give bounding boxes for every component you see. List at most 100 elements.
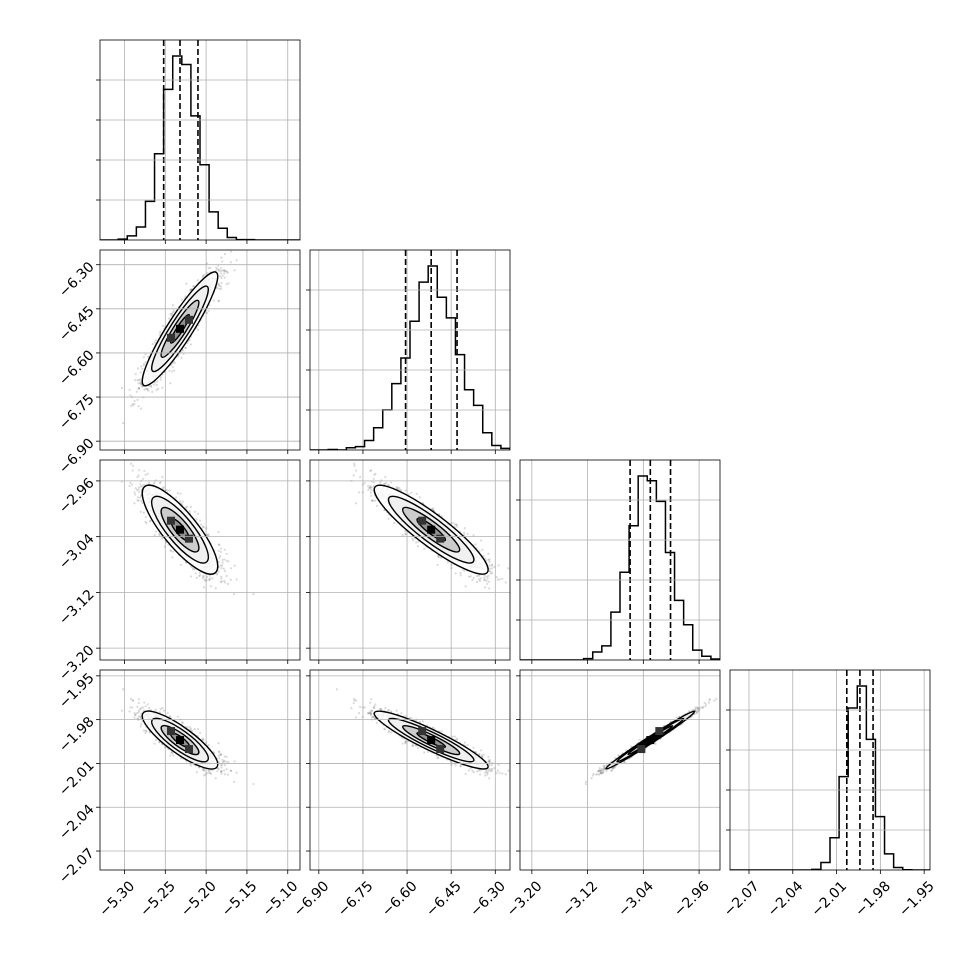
scatter-point — [168, 317, 171, 320]
scatter-point — [140, 407, 143, 410]
scatter-point — [134, 373, 137, 376]
scatter-point — [217, 549, 220, 552]
y-tick-label: −6.45 — [56, 303, 98, 345]
scatter-point — [143, 362, 146, 365]
scatter-point — [220, 575, 223, 578]
density-peak-block — [185, 315, 193, 324]
density-peak-block — [167, 516, 175, 525]
scatter-point — [217, 299, 220, 302]
scatter-point — [179, 492, 182, 495]
scatter-point — [176, 355, 179, 358]
scatter-point — [144, 387, 147, 390]
scatter-point — [189, 289, 192, 292]
scatter-point — [159, 376, 163, 379]
scatter-point — [202, 575, 205, 578]
plot-area — [350, 462, 510, 590]
scatter-point — [229, 578, 232, 581]
scatter-point — [158, 333, 161, 336]
scatter-point — [161, 386, 164, 389]
scatter-point — [493, 565, 496, 569]
scatter-point — [176, 492, 179, 495]
scatter-point — [193, 510, 196, 513]
scatter-point — [142, 483, 146, 486]
scatter-point — [233, 244, 235, 246]
scatter-point — [159, 378, 162, 381]
scatter-point — [195, 518, 198, 521]
y-tick-label: −6.60 — [56, 347, 98, 389]
scatter-point — [229, 250, 233, 253]
scatter-point — [223, 269, 227, 272]
scatter-point — [476, 574, 479, 578]
scatter-point — [223, 276, 226, 279]
scatter-point — [219, 285, 223, 288]
scatter-point — [140, 365, 143, 368]
scatter-point — [202, 586, 206, 589]
scatter-point — [143, 388, 146, 391]
scatter-point — [150, 385, 153, 388]
scatter-point — [233, 564, 236, 567]
scatter-point — [215, 266, 218, 269]
scatter-point — [252, 235, 254, 237]
scatter-point — [163, 545, 166, 548]
y-tick-label: −2.96 — [56, 475, 98, 517]
scatter-point — [225, 574, 228, 578]
scatter-point — [175, 496, 178, 499]
scatter-point — [363, 481, 366, 484]
scatter-point — [137, 499, 140, 502]
scatter-point — [146, 472, 149, 475]
scatter-point — [192, 285, 195, 288]
scatter-point — [154, 339, 157, 342]
scatter-point — [223, 579, 226, 582]
scatter-point — [357, 491, 361, 494]
scatter-point — [189, 575, 193, 578]
scatter-point — [219, 287, 223, 291]
scatter-point — [197, 574, 201, 578]
scatter-point — [225, 270, 228, 273]
scatter-point — [206, 311, 209, 315]
scatter-point — [151, 390, 154, 394]
y-tick-label: −6.75 — [56, 391, 98, 433]
scatter-point — [139, 371, 142, 374]
density-peak-block — [185, 534, 193, 543]
scatter-point — [212, 299, 215, 302]
scatter-point — [161, 324, 165, 327]
scatter-point — [166, 489, 169, 492]
scatter-point — [129, 394, 132, 397]
scatter-point — [170, 314, 173, 317]
scatter-point — [189, 288, 193, 291]
scatter-point — [145, 522, 148, 525]
scatter-point — [474, 543, 477, 546]
scatter-point — [134, 379, 137, 382]
density-peak-block — [176, 324, 184, 333]
scatter-point — [252, 593, 255, 596]
scatter-point — [179, 500, 182, 503]
scatter-point — [137, 387, 140, 390]
scatter-point — [202, 574, 205, 577]
y-tick-label: −6.90 — [56, 436, 98, 478]
scatter-point — [137, 379, 141, 382]
scatter-point — [218, 556, 221, 559]
scatter-point — [120, 386, 124, 390]
scatter-point — [219, 547, 223, 550]
panel-2-1 — [306, 459, 511, 664]
scatter-point — [139, 382, 142, 385]
scatter-point — [199, 519, 202, 522]
scatter-point — [219, 554, 222, 558]
scatter-point — [223, 272, 226, 275]
scatter-point — [122, 421, 125, 425]
scatter-point — [196, 512, 200, 515]
scatter-point — [172, 550, 175, 553]
scatter-point — [223, 270, 226, 273]
scatter-point — [171, 366, 174, 369]
scatter-point — [200, 523, 203, 526]
scatter-point — [164, 488, 168, 492]
scatter-point — [134, 493, 137, 496]
scatter-point — [372, 477, 375, 481]
scatter-point — [219, 275, 222, 278]
scatter-point — [369, 486, 372, 489]
scatter-point — [186, 505, 189, 508]
scatter-point — [206, 576, 209, 579]
scatter-point — [136, 475, 139, 479]
scatter-point — [144, 473, 147, 476]
